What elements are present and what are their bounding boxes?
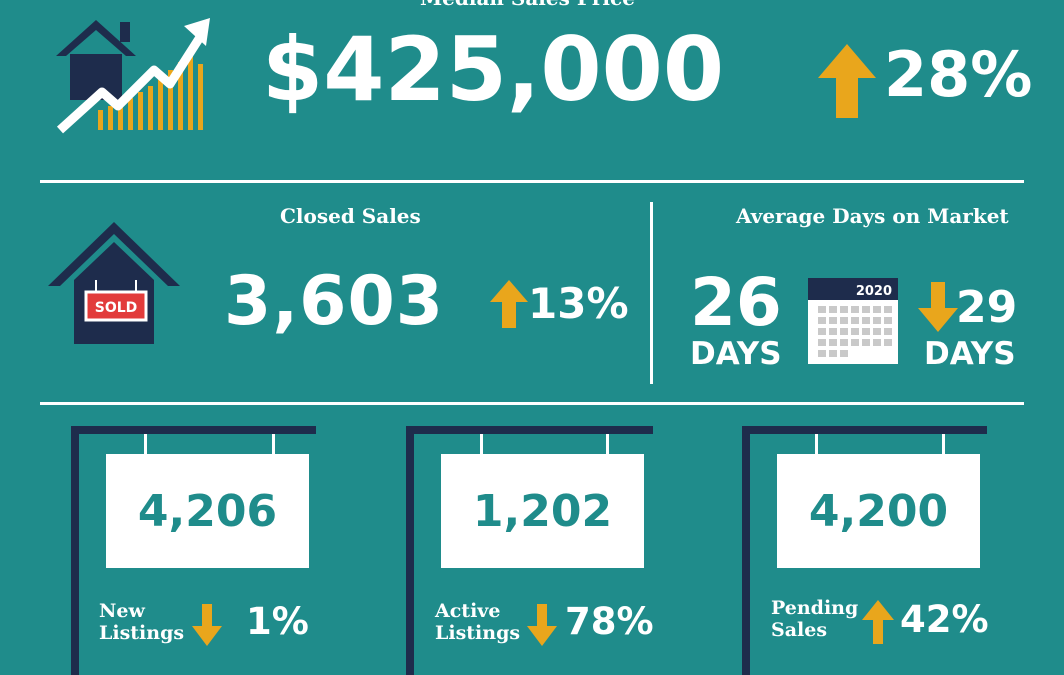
calendar-year: 2020 bbox=[856, 284, 892, 299]
median-price-change: 28% bbox=[884, 38, 1033, 111]
days-on-market-value: 26 bbox=[690, 264, 782, 341]
up-arrow-icon bbox=[490, 280, 528, 328]
section-divider bbox=[40, 402, 1024, 405]
median-price-value: $425,000 bbox=[262, 18, 725, 121]
new-listings-label: New Listings bbox=[99, 600, 185, 644]
days-on-market-unit: DAYS bbox=[690, 336, 782, 372]
days-on-market-previous: 29 bbox=[956, 282, 1018, 333]
vertical-divider bbox=[650, 202, 653, 384]
calendar-icon: 2020 bbox=[808, 278, 898, 364]
pending-sales-label: Pending Sales bbox=[771, 597, 859, 641]
active-listings-value: 1,202 bbox=[472, 485, 613, 537]
sold-sign-text: SOLD bbox=[95, 300, 138, 316]
sign-board: 4,200 bbox=[777, 454, 980, 568]
active-listings-label: Active Listings bbox=[435, 600, 521, 644]
new-listings-value: 4,206 bbox=[137, 485, 278, 537]
down-arrow-icon bbox=[918, 282, 958, 332]
sign-board: 4,206 bbox=[106, 454, 309, 568]
closed-sales-change: 13% bbox=[528, 279, 629, 328]
active-listings-change: 78% bbox=[565, 600, 654, 643]
up-arrow-icon bbox=[862, 600, 894, 644]
median-price-title: Median Sales Price bbox=[420, 0, 635, 10]
days-on-market-title: Average Days on Market bbox=[736, 204, 1009, 228]
pending-sales-value: 4,200 bbox=[808, 485, 949, 537]
down-arrow-icon bbox=[527, 604, 557, 646]
house-chart-icon bbox=[56, 18, 210, 134]
closed-sales-value: 3,603 bbox=[224, 262, 445, 341]
pending-sales-change: 42% bbox=[900, 598, 989, 641]
new-listings-change: 1% bbox=[246, 600, 309, 643]
down-arrow-icon bbox=[192, 604, 222, 646]
days-on-market-previous-unit: DAYS bbox=[924, 336, 1016, 372]
sign-board: 1,202 bbox=[441, 454, 644, 568]
sold-house-icon: SOLD bbox=[48, 222, 180, 344]
up-arrow-icon bbox=[818, 44, 876, 118]
section-divider bbox=[40, 180, 1024, 183]
closed-sales-title: Closed Sales bbox=[280, 204, 421, 228]
